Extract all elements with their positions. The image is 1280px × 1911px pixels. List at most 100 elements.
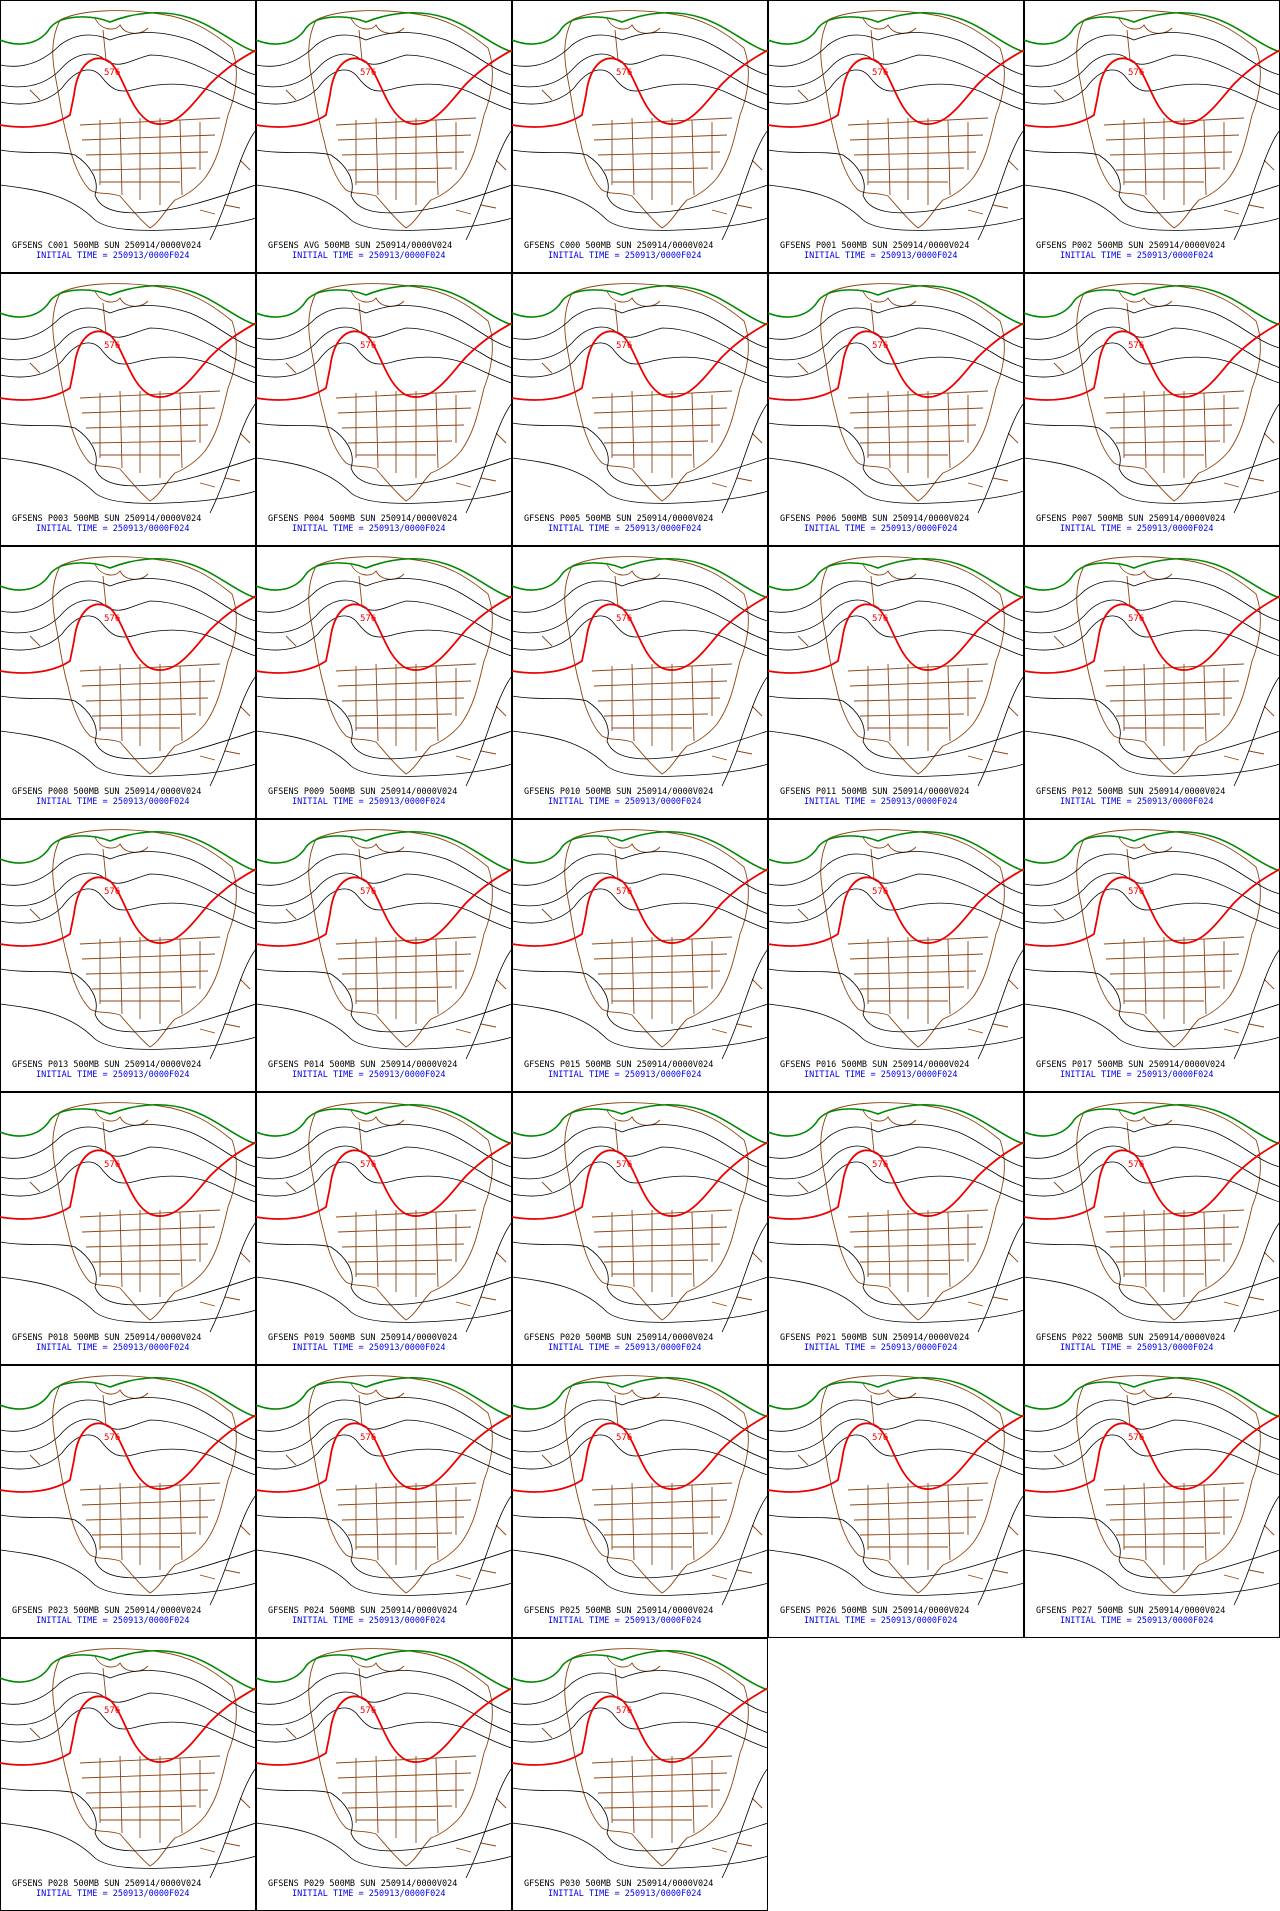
panel-title: GFSENS P022 500MB SUN 250914/0000V024 <box>1036 1333 1225 1343</box>
initial-time: INITIAL TIME = 250913/0000F024 <box>804 1616 958 1626</box>
initial-time: INITIAL TIME = 250913/0000F024 <box>36 524 190 534</box>
map-panel: 576 GFSENS P025 500MB SUN 250914/0000V024… <box>512 1365 768 1638</box>
map-panel: 576 GFSENS P016 500MB SUN 250914/0000V024… <box>768 819 1024 1092</box>
map-panel: 576 GFSENS P021 500MB SUN 250914/0000V024… <box>768 1092 1024 1365</box>
panel-border <box>256 0 512 273</box>
contour-label: 576 <box>1128 614 1144 624</box>
map-panel: 576 GFSENS P009 500MB SUN 250914/0000V024… <box>256 546 512 819</box>
map-panel: 576 GFSENS P022 500MB SUN 250914/0000V024… <box>1024 1092 1280 1365</box>
panel-title: GFSENS P019 500MB SUN 250914/0000V024 <box>268 1333 457 1343</box>
initial-time: INITIAL TIME = 250913/0000F024 <box>548 797 702 807</box>
panel-title: GFSENS P007 500MB SUN 250914/0000V024 <box>1036 514 1225 524</box>
initial-time: INITIAL TIME = 250913/0000F024 <box>292 1070 446 1080</box>
panel-border <box>512 1365 768 1638</box>
panel-title: GFSENS C000 500MB SUN 250914/0000V024 <box>524 241 713 251</box>
panel-title: GFSENS P021 500MB SUN 250914/0000V024 <box>780 1333 969 1343</box>
contour-label: 576 <box>104 614 120 624</box>
panel-title: GFSENS P011 500MB SUN 250914/0000V024 <box>780 787 969 797</box>
initial-time: INITIAL TIME = 250913/0000F024 <box>292 1889 446 1899</box>
contour-label: 576 <box>616 614 632 624</box>
panel-border <box>512 1092 768 1365</box>
panel-title: GFSENS P026 500MB SUN 250914/0000V024 <box>780 1606 969 1616</box>
initial-time: INITIAL TIME = 250913/0000F024 <box>804 1070 958 1080</box>
panel-title: GFSENS P013 500MB SUN 250914/0000V024 <box>12 1060 201 1070</box>
contour-label: 576 <box>616 1433 632 1443</box>
panel-title: GFSENS P017 500MB SUN 250914/0000V024 <box>1036 1060 1225 1070</box>
panel-title: GFSENS P008 500MB SUN 250914/0000V024 <box>12 787 201 797</box>
initial-time: INITIAL TIME = 250913/0000F024 <box>36 251 190 261</box>
contour-label: 576 <box>1128 68 1144 78</box>
map-panel: 576 GFSENS P023 500MB SUN 250914/0000V024… <box>0 1365 256 1638</box>
contour-label: 576 <box>1128 1160 1144 1170</box>
panel-title: GFSENS P004 500MB SUN 250914/0000V024 <box>268 514 457 524</box>
panel-border <box>1024 819 1280 1092</box>
map-panel: 576 GFSENS P028 500MB SUN 250914/0000V024… <box>0 1638 256 1911</box>
panel-border <box>512 546 768 819</box>
panel-border <box>768 1092 1024 1365</box>
map-panel: 576 GFSENS P027 500MB SUN 250914/0000V024… <box>1024 1365 1280 1638</box>
contour-label: 576 <box>1128 887 1144 897</box>
panel-border <box>1024 1365 1280 1638</box>
map-panel: 576 GFSENS P002 500MB SUN 250914/0000V024… <box>1024 0 1280 273</box>
map-panel: 576 GFSENS P003 500MB SUN 250914/0000V024… <box>0 273 256 546</box>
map-panel: 576 GFSENS P017 500MB SUN 250914/0000V024… <box>1024 819 1280 1092</box>
panel-border <box>512 273 768 546</box>
contour-label: 576 <box>360 614 376 624</box>
panel-border <box>0 819 256 1092</box>
panel-title: GFSENS P010 500MB SUN 250914/0000V024 <box>524 787 713 797</box>
panel-border <box>768 0 1024 273</box>
map-panel: 576 GFSENS P005 500MB SUN 250914/0000V024… <box>512 273 768 546</box>
map-panel: 576 GFSENS P004 500MB SUN 250914/0000V024… <box>256 273 512 546</box>
panel-border <box>0 273 256 546</box>
panel-title: GFSENS P012 500MB SUN 250914/0000V024 <box>1036 787 1225 797</box>
panel-title: GFSENS P016 500MB SUN 250914/0000V024 <box>780 1060 969 1070</box>
contour-label: 576 <box>616 341 632 351</box>
initial-time: INITIAL TIME = 250913/0000F024 <box>548 524 702 534</box>
initial-time: INITIAL TIME = 250913/0000F024 <box>1060 1616 1214 1626</box>
contour-label: 576 <box>104 68 120 78</box>
contour-label: 576 <box>104 1160 120 1170</box>
initial-time: INITIAL TIME = 250913/0000F024 <box>548 1343 702 1353</box>
map-panel: 576 GFSENS C000 500MB SUN 250914/0000V024… <box>512 0 768 273</box>
map-panel: 576 GFSENS P012 500MB SUN 250914/0000V024… <box>1024 546 1280 819</box>
panel-border <box>768 819 1024 1092</box>
map-panel: 576 GFSENS P020 500MB SUN 250914/0000V024… <box>512 1092 768 1365</box>
panel-border <box>1024 273 1280 546</box>
map-panel: 576 GFSENS P024 500MB SUN 250914/0000V024… <box>256 1365 512 1638</box>
contour-label: 576 <box>104 1433 120 1443</box>
panel-title: GFSENS P020 500MB SUN 250914/0000V024 <box>524 1333 713 1343</box>
panel-border <box>512 0 768 273</box>
contour-label: 576 <box>616 1706 632 1716</box>
panel-border <box>1024 0 1280 273</box>
panel-title: GFSENS P030 500MB SUN 250914/0000V024 <box>524 1879 713 1889</box>
contour-label: 576 <box>872 887 888 897</box>
initial-time: INITIAL TIME = 250913/0000F024 <box>804 524 958 534</box>
initial-time: INITIAL TIME = 250913/0000F024 <box>292 251 446 261</box>
initial-time: INITIAL TIME = 250913/0000F024 <box>548 1616 702 1626</box>
initial-time: INITIAL TIME = 250913/0000F024 <box>36 797 190 807</box>
contour-label: 576 <box>872 68 888 78</box>
panel-title: GFSENS P015 500MB SUN 250914/0000V024 <box>524 1060 713 1070</box>
initial-time: INITIAL TIME = 250913/0000F024 <box>36 1070 190 1080</box>
contour-label: 576 <box>1128 1433 1144 1443</box>
initial-time: INITIAL TIME = 250913/0000F024 <box>36 1343 190 1353</box>
initial-time: INITIAL TIME = 250913/0000F024 <box>1060 524 1214 534</box>
map-panel: 576 GFSENS P006 500MB SUN 250914/0000V024… <box>768 273 1024 546</box>
map-panel: 576 GFSENS C001 500MB SUN 250914/0000V024… <box>0 0 256 273</box>
panel-border <box>256 1365 512 1638</box>
contour-label: 576 <box>360 1706 376 1716</box>
panel-border <box>768 273 1024 546</box>
panel-border <box>512 1638 768 1911</box>
map-panel: 576 GFSENS P030 500MB SUN 250914/0000V024… <box>512 1638 768 1911</box>
map-panel: 576 GFSENS P010 500MB SUN 250914/0000V024… <box>512 546 768 819</box>
panel-title: GFSENS P024 500MB SUN 250914/0000V024 <box>268 1606 457 1616</box>
panel-title: GFSENS P027 500MB SUN 250914/0000V024 <box>1036 1606 1225 1616</box>
map-panel: 576 GFSENS P001 500MB SUN 250914/0000V024… <box>768 0 1024 273</box>
initial-time: INITIAL TIME = 250913/0000F024 <box>1060 797 1214 807</box>
initial-time: INITIAL TIME = 250913/0000F024 <box>1060 1343 1214 1353</box>
initial-time: INITIAL TIME = 250913/0000F024 <box>36 1889 190 1899</box>
panel-title: GFSENS P023 500MB SUN 250914/0000V024 <box>12 1606 201 1616</box>
panel-title: GFSENS P002 500MB SUN 250914/0000V024 <box>1036 241 1225 251</box>
map-panel: 576 GFSENS P026 500MB SUN 250914/0000V024… <box>768 1365 1024 1638</box>
